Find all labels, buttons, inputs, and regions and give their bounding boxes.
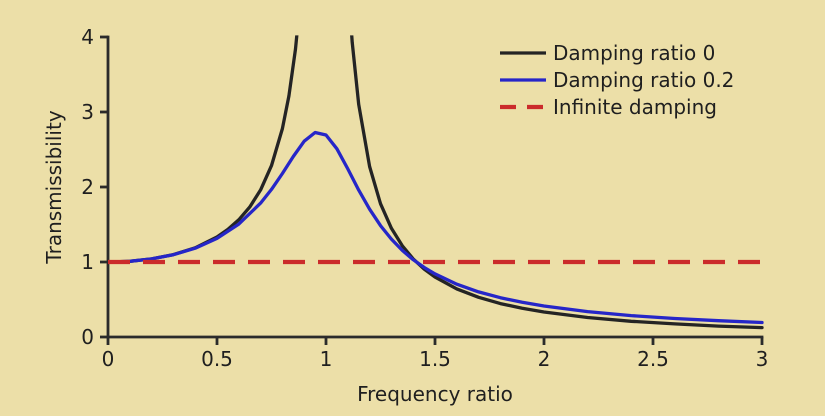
legend-item-damping-ratio-0: Damping ratio 0 bbox=[500, 41, 715, 65]
x-tick-label: 3 bbox=[756, 347, 769, 371]
y-tick-label: 0 bbox=[81, 325, 94, 349]
series-line-damping-ratio-0 bbox=[108, 35, 764, 330]
x-tick-label: 1 bbox=[320, 347, 333, 371]
y-tick-label: 4 bbox=[81, 25, 94, 49]
x-tick-label: 0 bbox=[102, 347, 115, 371]
series-line-damping-ratio-0-2 bbox=[108, 130, 764, 325]
legend-item-damping-ratio-0-2: Damping ratio 0.2 bbox=[500, 68, 734, 92]
legend-item-infinite-damping: Infinite damping bbox=[500, 95, 717, 119]
y-tick-label: 3 bbox=[81, 100, 94, 124]
x-axis-title: Frequency ratio bbox=[357, 382, 513, 406]
legend-label-infinite-damping: Infinite damping bbox=[553, 95, 717, 119]
x-tick-label: 2 bbox=[538, 347, 551, 371]
x-tick-label: 0.5 bbox=[201, 347, 233, 371]
y-axis-title: Transmissibility bbox=[42, 110, 66, 264]
x-tick-label: 2.5 bbox=[637, 347, 669, 371]
legend-label-damping-ratio-0-2: Damping ratio 0.2 bbox=[553, 68, 734, 92]
y-tick-label: 1 bbox=[81, 250, 94, 274]
x-tick-label: 1.5 bbox=[419, 347, 451, 371]
legend-label-damping-ratio-0: Damping ratio 0 bbox=[553, 41, 715, 65]
y-tick-label: 2 bbox=[81, 175, 94, 199]
